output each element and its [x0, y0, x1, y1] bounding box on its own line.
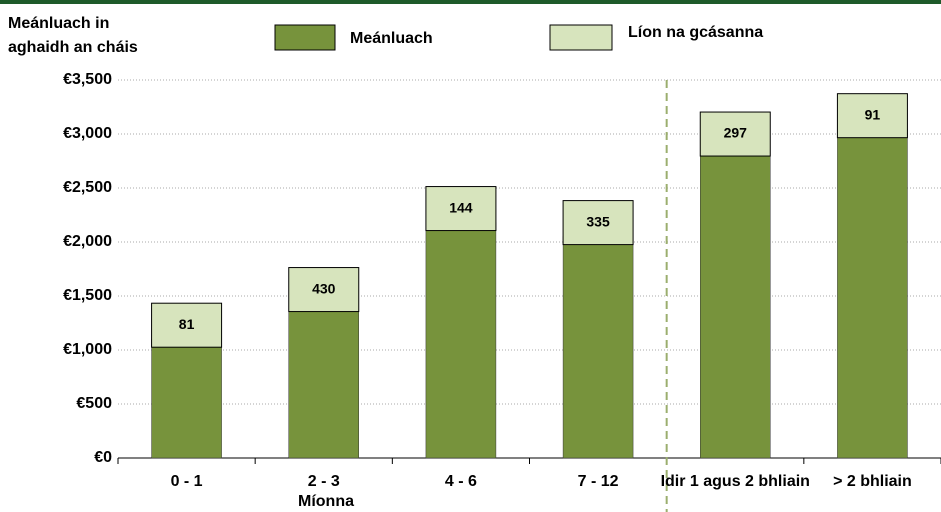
y-tick-label: €0 [94, 449, 112, 466]
x-tick-label: Idir 1 agus 2 bhliain [661, 473, 810, 490]
legend-label: Líon na gcásanna [628, 24, 763, 41]
bar [151, 338, 222, 459]
count-box [151, 302, 223, 348]
count-box [562, 200, 634, 246]
y-tick-label: €1,500 [63, 287, 112, 304]
count-label: 430 [312, 280, 336, 296]
y-tick-label: €2,000 [63, 233, 112, 250]
y-tick-label: €500 [76, 395, 112, 412]
bar [425, 222, 497, 459]
count-label: 144 [449, 199, 473, 215]
x-tick-label: 0 - 1 [171, 473, 203, 490]
bar [562, 236, 634, 459]
top-border [0, 0, 941, 4]
bar [837, 129, 908, 459]
x-axis-label: Míonna [298, 493, 354, 510]
count-label: 81 [179, 316, 195, 332]
x-tick-label: > 2 bhliain [833, 473, 912, 490]
x-tick-label: 7 - 12 [578, 473, 619, 490]
chart-title: aghaidh an cháis [8, 39, 138, 56]
bar [700, 147, 771, 459]
legend-label: Meánluach [350, 30, 433, 47]
count-box [699, 111, 771, 157]
count-box [288, 267, 360, 313]
legend-swatch [549, 24, 613, 51]
count-label: 91 [865, 106, 881, 122]
y-tick-label: €3,500 [63, 71, 112, 88]
bar [288, 303, 359, 459]
count-label: 335 [586, 213, 610, 229]
y-tick-label: €2,500 [63, 179, 112, 196]
x-tick-label: 4 - 6 [445, 473, 477, 490]
x-tick-label: 2 - 3 [308, 473, 340, 490]
count-box [836, 93, 908, 139]
count-label: 297 [724, 125, 748, 141]
count-box [425, 186, 497, 232]
chart-title: Meánluach in [8, 15, 109, 32]
y-tick-label: €3,000 [63, 125, 112, 142]
y-tick-label: €1,000 [63, 341, 112, 358]
legend-swatch [274, 24, 336, 51]
